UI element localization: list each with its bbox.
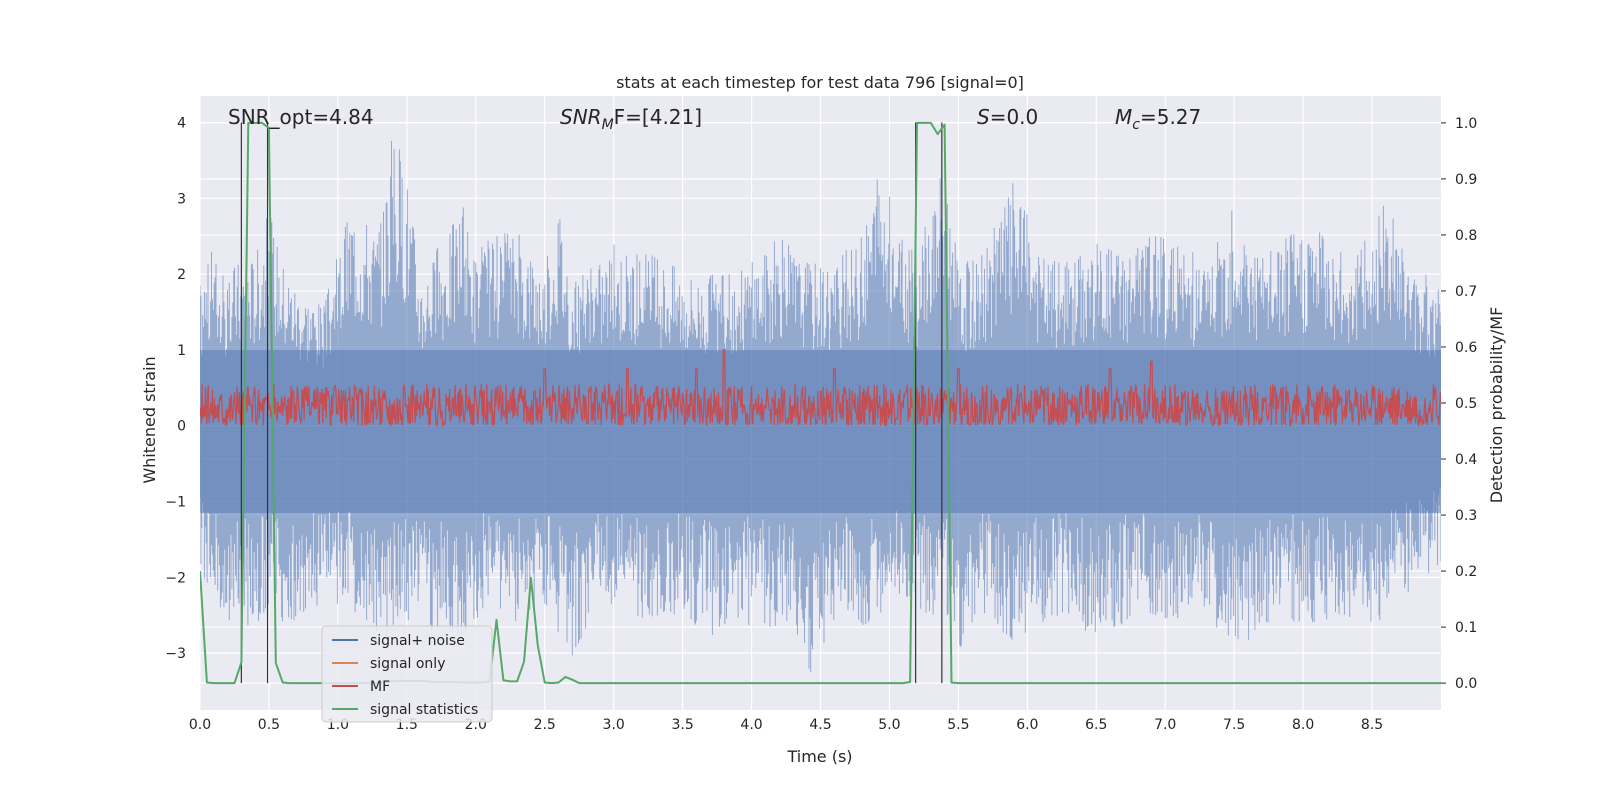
mc-annotation: Mc=5.27 [1115, 105, 1201, 133]
x-tick-label: 7.0 [1154, 717, 1176, 733]
mc-label: M [1115, 105, 1132, 129]
y2-tick-label: 1.0 [1455, 116, 1477, 132]
x-tick-label: 6.5 [1085, 717, 1107, 733]
y-tick-label: 2 [177, 267, 186, 283]
snr-mf-base: SNR [560, 105, 602, 129]
snr-mf-rest: F=[4.21] [614, 105, 702, 129]
x-tick-label: 4.5 [809, 717, 831, 733]
mc-sub: c [1132, 117, 1140, 133]
y2-tick-label: 0.0 [1455, 676, 1477, 692]
y2-tick-label: 0.4 [1455, 452, 1477, 468]
y2-tick-label: 0.9 [1455, 172, 1477, 188]
y2-tick-label: 0.6 [1455, 340, 1477, 356]
x-tick-label: 8.5 [1361, 717, 1383, 733]
y-tick-label: −1 [165, 495, 186, 511]
y2-tick-labels: 1.0 0.9 0.8 0.7 0.6 0.5 0.4 0.3 0.2 0.1 0.0 [1441, 116, 1477, 692]
y2-tick-label: 0.5 [1455, 396, 1477, 412]
x-tick-label: 0.5 [258, 717, 280, 733]
y2-tick-label: 0.2 [1455, 564, 1477, 580]
x-tick-label: 8.0 [1292, 717, 1314, 733]
series-signal-noise-lower [200, 425, 1441, 673]
y-tick-label: 4 [177, 116, 186, 132]
x-tick-label: 5.0 [878, 717, 900, 733]
y2-tick-label: 0.3 [1455, 508, 1477, 524]
y-tick-label: 0 [177, 419, 186, 435]
s-rest: =0.0 [990, 105, 1039, 129]
y-tick-labels: 4 3 2 1 0 −1 −2 −3 [165, 116, 186, 663]
x-tick-label: 6.0 [1016, 717, 1038, 733]
x-tick-label: 2.5 [534, 717, 556, 733]
y2-axis-label: Detection probability/MF [1487, 307, 1506, 504]
snr-mf-annotation: SNRMF=[4.21] [560, 105, 702, 133]
y2-tick-label: 0.8 [1455, 228, 1477, 244]
snr-opt-annotation: SNR_opt=4.84 [228, 105, 374, 129]
y2-tick-label: 0.1 [1455, 620, 1477, 636]
y-tick-label: 1 [177, 343, 186, 359]
mc-rest: =5.27 [1140, 105, 1201, 129]
x-tick-label: 0.0 [189, 717, 211, 733]
y2-tick-label: 0.7 [1455, 284, 1477, 300]
y-axis-label: Whitened strain [140, 356, 159, 483]
series-mf [200, 349, 1441, 428]
legend: signal+ noise signal only MF signal stat… [321, 625, 493, 723]
legend-box [321, 625, 493, 723]
x-tick-label: 3.0 [603, 717, 625, 733]
legend-label-signal-noise: signal+ noise [370, 633, 465, 649]
series-signal-noise-upper [200, 140, 1441, 426]
snr-mf-sub: M [602, 117, 614, 133]
legend-label-mf: MF [370, 679, 390, 695]
legend-label-signal-statistics: signal statistics [370, 702, 478, 718]
s-label: S [977, 105, 990, 129]
x-axis-label: Time (s) [786, 747, 852, 766]
legend-label-signal-only: signal only [370, 656, 445, 672]
x-tick-label: 5.5 [947, 717, 969, 733]
y-tick-label: 3 [177, 191, 186, 207]
x-tick-label: 4.0 [740, 717, 762, 733]
s-annotation: S=0.0 [977, 105, 1038, 129]
x-tick-label: 7.5 [1223, 717, 1245, 733]
noise-layer [200, 140, 1441, 673]
mf-layer [200, 349, 1441, 428]
y-tick-label: −2 [165, 570, 186, 586]
x-tick-label: 3.5 [671, 717, 693, 733]
chart-title: stats at each timestep for test data 796… [616, 73, 1024, 92]
y-tick-label: −3 [165, 646, 186, 662]
